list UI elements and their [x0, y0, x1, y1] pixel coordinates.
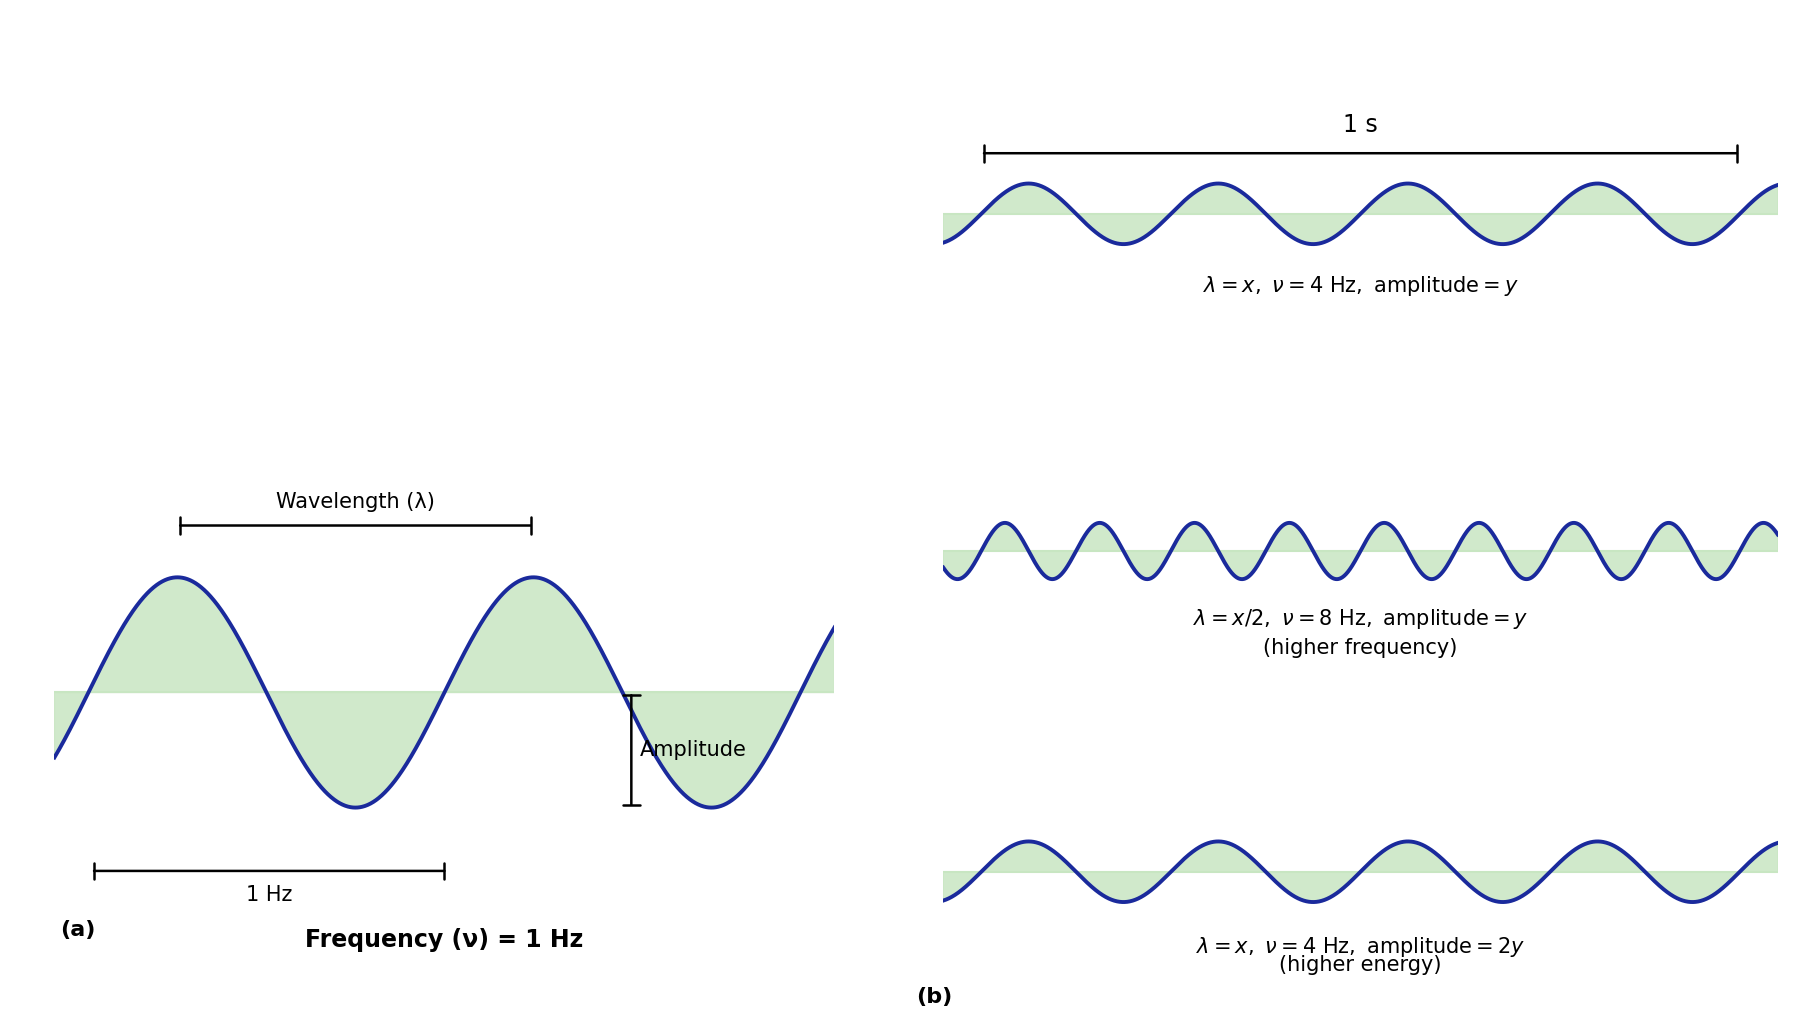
Text: (higher energy): (higher energy): [1279, 955, 1442, 976]
Text: Amplitude: Amplitude: [640, 740, 747, 760]
Text: (b): (b): [916, 988, 952, 1007]
Text: 1 s: 1 s: [1342, 112, 1379, 137]
Text: $\lambda = x/2,\ \nu = 8\ \mathrm{Hz},\ \mathrm{amplitude} = y$: $\lambda = x/2,\ \nu = 8\ \mathrm{Hz},\ …: [1194, 608, 1527, 631]
Text: Wavelength (λ): Wavelength (λ): [276, 491, 435, 512]
Text: (a): (a): [60, 920, 96, 940]
Text: Frequency (ν) = 1 Hz: Frequency (ν) = 1 Hz: [305, 928, 584, 953]
Text: $\lambda = x,\ \nu = 4\ \mathrm{Hz},\ \mathrm{amplitude} = y$: $\lambda = x,\ \nu = 4\ \mathrm{Hz},\ \m…: [1203, 274, 1518, 298]
Text: $\lambda = x,\ \nu = 4\ \mathrm{Hz},\ \mathrm{amplitude} = 2y$: $\lambda = x,\ \nu = 4\ \mathrm{Hz},\ \m…: [1195, 935, 1526, 959]
Text: (higher frequency): (higher frequency): [1263, 638, 1458, 658]
Text: 1 Hz: 1 Hz: [247, 885, 292, 905]
